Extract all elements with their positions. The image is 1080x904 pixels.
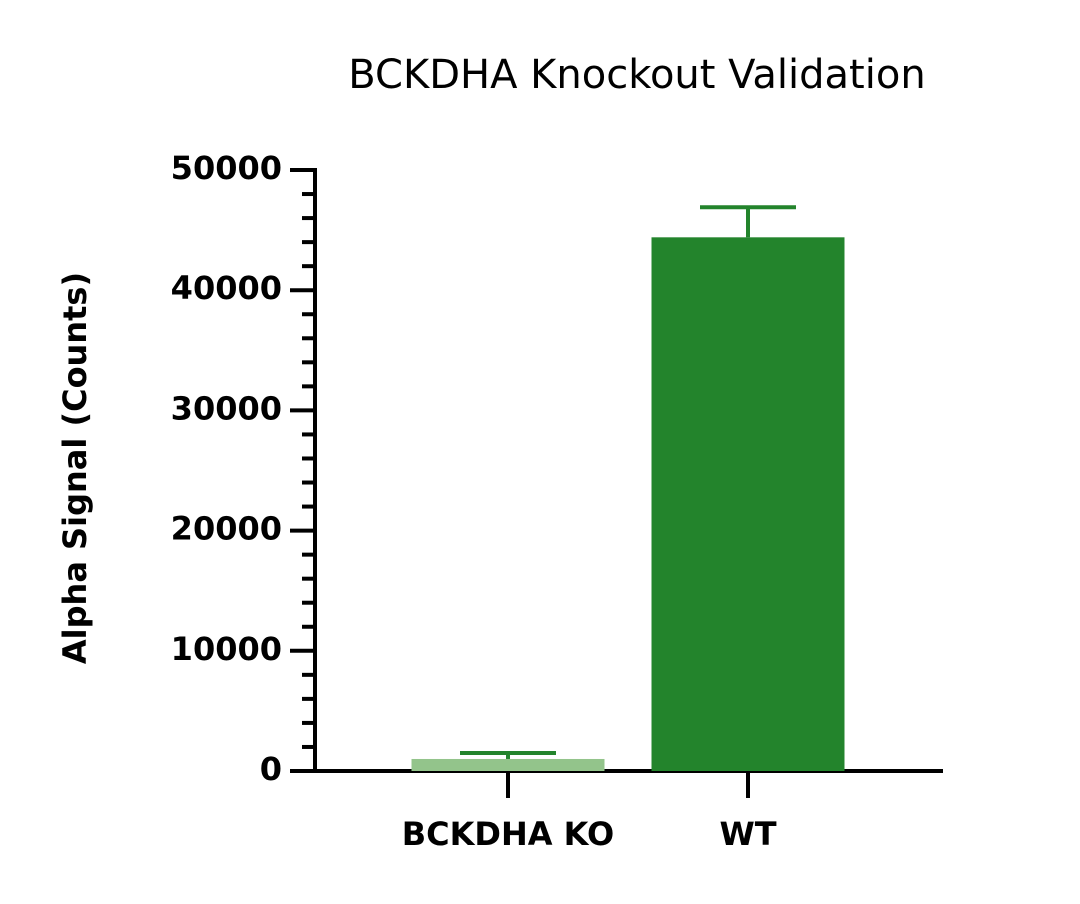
- x-tick-label: WT: [719, 815, 776, 853]
- y-tick-label: 20000: [171, 510, 282, 548]
- x-tick-label: BCKDHA KO: [402, 815, 614, 853]
- chart-title: BCKDHA Knockout Validation: [348, 52, 925, 98]
- bar: [411, 758, 605, 771]
- y-axis-label: Alpha Signal (Counts): [56, 272, 94, 664]
- y-tick-label: 30000: [171, 389, 282, 427]
- y-tick-label: 10000: [171, 630, 282, 668]
- bar: [651, 237, 845, 771]
- y-tick-label: 40000: [171, 269, 282, 307]
- y-tick-label: 0: [260, 750, 282, 788]
- y-tick-label: 50000: [171, 149, 282, 187]
